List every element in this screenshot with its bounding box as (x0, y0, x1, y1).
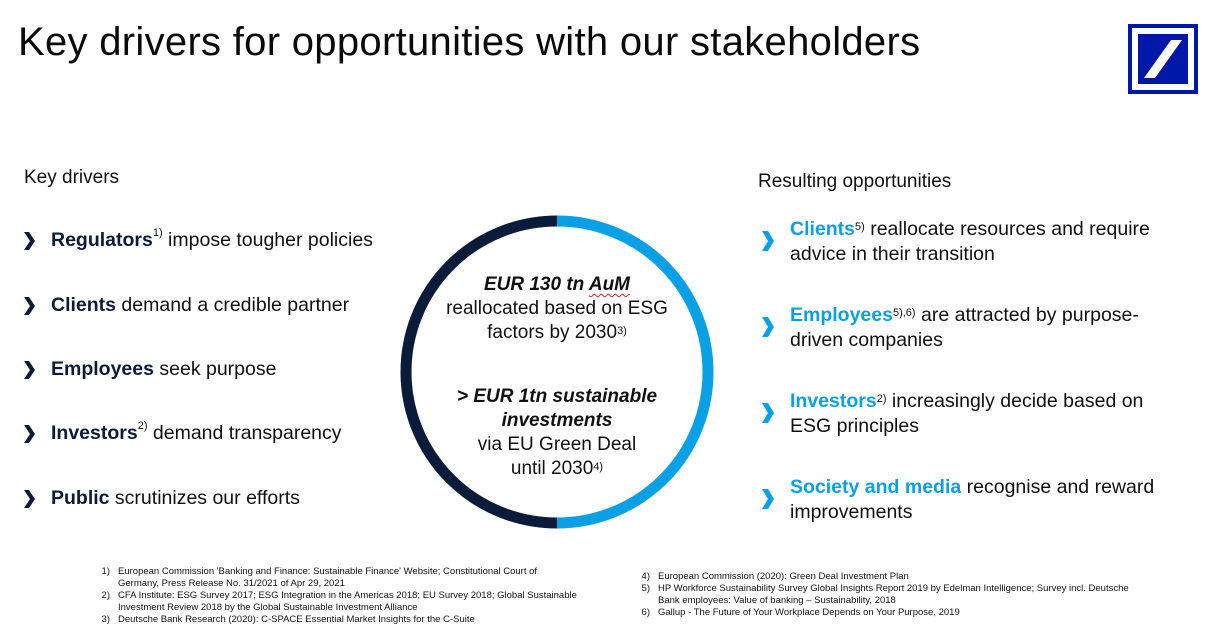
footnotes-right: 4) European Commission (2020): Green Deal… (632, 571, 1192, 619)
chevron-right-icon (24, 231, 35, 250)
chevron-right-icon (24, 424, 35, 443)
chevron-right-icon (24, 296, 35, 315)
driver-public: Public scrutinizes our efforts (22, 487, 300, 510)
footnote-6: 6) Gallup - The Future of Your Workplace … (641, 607, 960, 618)
ring-segment-dark (400, 215, 558, 529)
footnote-3: 3) Deutsche Bank Research (2020): C-SPACE… (101, 614, 475, 625)
opportunity-clients: Clients5) reallocate resources and requi… (760, 217, 1200, 267)
footnote-5: 5) HP Workforce Sustainability Survey Glo… (641, 583, 1129, 606)
driver-regulators: Regulators1) impose tougher policies (22, 227, 373, 252)
resulting-opportunities-heading: Resulting opportunities (758, 171, 952, 192)
footnote-4: 4) European Commission (2020): Green Deal… (641, 571, 909, 582)
chevron-right-icon (24, 360, 35, 379)
aum-block: EUR 130 tn AuM reallocated based on ESG … (446, 274, 668, 343)
driver-employees: Employees seek purpose (22, 358, 276, 381)
chevron-right-icon (762, 231, 774, 251)
driver-clients: Clients demand a credible partner (22, 294, 349, 317)
footnotes-left: 1) European Commission 'Banking and Finan… (92, 566, 632, 626)
chevron-right-icon (762, 403, 774, 423)
key-drivers-heading: Key drivers (24, 167, 120, 188)
ring-segment-light (556, 215, 714, 529)
opportunity-investors: Investors2) increasingly decide based on… (760, 389, 1200, 439)
aum-headline: EUR 130 tn AuM (483, 274, 631, 295)
deutsche-bank-logo (1128, 24, 1198, 94)
driver-investors: Investors2) demand transparency (22, 420, 342, 445)
chevron-right-icon (762, 317, 774, 337)
progress-ring (400, 215, 714, 529)
opportunity-society-media: Society and media recognise and reward i… (760, 475, 1200, 525)
page-title: Key drivers for opportunities with our s… (18, 20, 921, 64)
chevron-right-icon (24, 489, 35, 508)
chevron-right-icon (762, 489, 774, 509)
opportunity-employees: Employees5),6) are attracted by purpose-… (760, 303, 1200, 353)
footnote-2: 2) CFA Institute: ESG Survey 2017; ESG In… (101, 590, 577, 613)
footnote-1: 1) European Commission 'Banking and Finan… (101, 566, 538, 589)
green-deal-block: > EUR 1tn sustainable investments via EU… (456, 386, 658, 479)
